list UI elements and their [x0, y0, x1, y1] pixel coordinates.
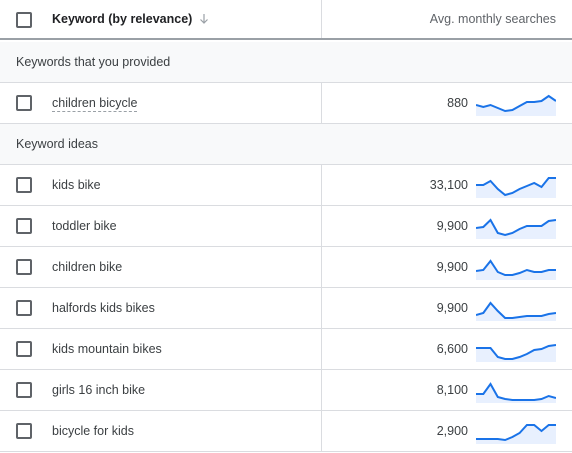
avg-searches-column-header[interactable]: Avg. monthly searches	[429, 12, 556, 26]
trend-area	[476, 261, 556, 280]
avg-searches-cell: 9,900	[436, 301, 468, 315]
trend-line	[476, 344, 556, 360]
trend-line	[476, 218, 556, 237]
keyword-column-header[interactable]: Keyword (by relevance)	[52, 12, 210, 26]
column-divider	[321, 83, 322, 123]
row-checkbox[interactable]	[16, 259, 32, 275]
row-checkbox[interactable]	[16, 95, 32, 111]
trend-sparkline	[476, 177, 556, 198]
column-divider	[321, 165, 322, 205]
row-checkbox[interactable]	[16, 423, 32, 439]
trend-sparkline	[476, 218, 556, 239]
avg-searches-cell: 33,100	[429, 178, 468, 192]
column-divider	[321, 288, 322, 328]
table-row[interactable]: bicycle for kids 2,900	[0, 411, 572, 452]
trend-area	[476, 345, 556, 362]
avg-searches-cell: 9,900	[436, 260, 468, 274]
row-checkbox[interactable]	[16, 218, 32, 234]
trend-line	[476, 424, 556, 442]
trend-sparkline	[476, 424, 556, 444]
row-checkbox[interactable]	[16, 341, 32, 357]
trend-sparkline	[476, 344, 556, 362]
table-row[interactable]: girls 16 inch bike 8,100	[0, 370, 572, 411]
trend-line	[476, 382, 556, 401]
avg-searches-cell: 6,600	[436, 342, 468, 356]
trend-sparkline	[476, 301, 556, 321]
avg-searches-cell: 8,100	[436, 383, 468, 397]
keyword-cell: kids mountain bikes	[52, 342, 162, 356]
table-row[interactable]: halfords kids bikes 9,900	[0, 288, 572, 329]
row-checkbox[interactable]	[16, 382, 32, 398]
table-row[interactable]: toddler bike 9,900	[0, 206, 572, 247]
trend-area	[476, 178, 556, 198]
column-divider	[321, 247, 322, 287]
table-header: Keyword (by relevance) Avg. monthly sear…	[0, 0, 572, 40]
keyword-header-label: Keyword (by relevance)	[52, 12, 193, 26]
trend-line	[476, 94, 556, 113]
trend-area	[476, 220, 556, 239]
avg-searches-cell: 2,900	[436, 424, 468, 438]
column-divider	[321, 206, 322, 246]
keyword-cell: bicycle for kids	[52, 424, 134, 438]
section-header-provided: Keywords that you provided	[0, 42, 572, 83]
keyword-cell: girls 16 inch bike	[52, 383, 146, 397]
section-label: Keywords that you provided	[16, 55, 171, 69]
section-label: Keyword ideas	[16, 137, 98, 151]
trend-sparkline	[476, 94, 556, 116]
keyword-cell: kids bike	[52, 178, 101, 192]
trend-line	[476, 301, 556, 319]
column-divider	[321, 329, 322, 369]
keyword-cell: children bike	[52, 260, 123, 274]
row-checkbox[interactable]	[16, 300, 32, 316]
column-divider	[321, 370, 322, 410]
select-all-checkbox[interactable]	[16, 12, 32, 28]
column-divider	[321, 0, 322, 38]
trend-line	[476, 259, 556, 276]
row-checkbox[interactable]	[16, 177, 32, 193]
table-row[interactable]: children bike 9,900	[0, 247, 572, 288]
avg-searches-cell: 9,900	[436, 219, 468, 233]
arrow-down-icon	[200, 14, 209, 24]
table-row[interactable]: kids bike 33,100	[0, 165, 572, 206]
trend-sparkline	[476, 382, 556, 403]
keyword-cell: halfords kids bikes	[52, 301, 155, 315]
column-divider	[321, 411, 322, 451]
section-header-ideas: Keyword ideas	[0, 124, 572, 165]
keyword-cell: children bicycle	[52, 96, 138, 112]
avg-searches-cell: 880	[447, 96, 468, 110]
trend-area	[476, 384, 556, 403]
trend-sparkline	[476, 259, 556, 280]
table-row[interactable]: kids mountain bikes 6,600	[0, 329, 572, 370]
keyword-cell: toddler bike	[52, 219, 117, 233]
trend-line	[476, 177, 556, 197]
table-row[interactable]: children bicycle 880	[0, 83, 572, 124]
trend-area	[476, 96, 556, 116]
